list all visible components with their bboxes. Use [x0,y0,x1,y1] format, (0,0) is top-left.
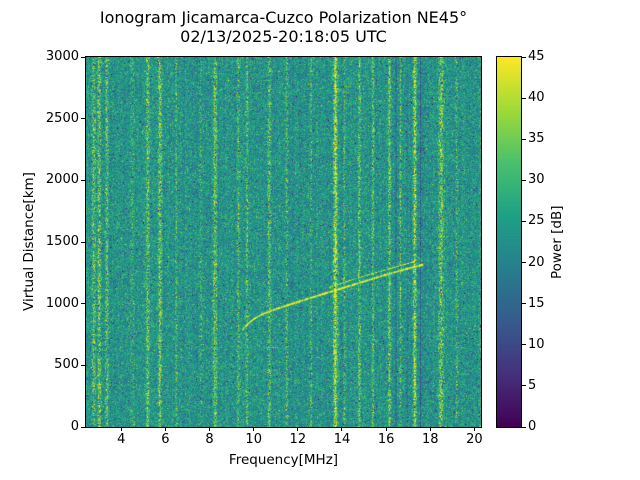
colorbar-tick-label: 20 [528,254,545,270]
x-tick-mark [385,427,387,431]
colorbar-tick-label: 15 [528,295,545,311]
y-tick-label: 1500 [45,234,79,249]
y-tick-mark [81,118,85,120]
colorbar-tick-mark [522,138,526,140]
x-tick-mark [341,427,343,431]
y-tick-mark [81,56,85,58]
x-axis-label: Frequency[MHz] [228,452,339,468]
colorbar-canvas [497,57,521,427]
y-tick-label: 3000 [45,49,79,64]
colorbar-tick-mark [522,220,526,222]
colorbar-tick-mark [522,426,526,428]
x-tick-mark [209,427,211,431]
y-tick-label: 2500 [45,110,79,126]
y-tick-label: 1000 [45,295,79,311]
x-tick-label: 16 [377,432,395,447]
colorbar-tick-label: 25 [528,213,545,229]
x-tick-mark [120,427,122,431]
colorbar-tick-mark [522,262,526,264]
colorbar-tick-mark [522,344,526,346]
chart-title: Ionogram Jicamarca-Cuzco Polarization NE… [99,8,468,27]
x-tick-label: 4 [117,432,126,447]
colorbar-tick-mark [522,97,526,99]
colorbar [496,56,522,428]
y-tick-mark [81,426,85,428]
x-tick-mark [297,427,299,431]
colorbar-tick-label: 5 [528,377,537,393]
colorbar-tick-label: 35 [528,131,545,147]
x-tick-label: 18 [421,432,439,447]
y-tick-mark [81,364,85,366]
colorbar-label: Power [dB] [549,205,565,279]
plot-area [85,56,482,428]
colorbar-tick-mark [522,303,526,305]
colorbar-tick-label: 40 [528,90,545,106]
colorbar-tick-label: 10 [528,336,545,352]
chart-subtitle: 02/13/2025-20:18:05 UTC [180,27,387,46]
x-tick-label: 14 [333,432,351,447]
heatmap-canvas [86,57,481,427]
x-tick-label: 6 [161,432,170,447]
y-tick-label: 500 [54,357,79,373]
colorbar-tick-label: 30 [528,172,545,188]
y-tick-mark [81,303,85,305]
y-tick-label: 2000 [45,172,79,188]
x-tick-label: 20 [466,432,483,447]
x-tick-label: 8 [205,432,214,447]
x-tick-mark [473,427,475,431]
x-tick-mark [429,427,431,431]
y-tick-label: 0 [70,419,79,434]
colorbar-tick-mark [522,179,526,181]
x-tick-label: 10 [245,432,262,447]
x-tick-mark [164,427,166,431]
colorbar-tick-label: 0 [528,419,537,434]
y-tick-mark [81,179,85,181]
colorbar-tick-label: 45 [528,49,545,64]
title-block: Ionogram Jicamarca-Cuzco Polarization NE… [86,8,481,46]
y-tick-mark [81,241,85,243]
colorbar-tick-mark [522,385,526,387]
colorbar-tick-mark [522,56,526,58]
x-tick-mark [253,427,255,431]
x-tick-label: 12 [289,432,307,447]
